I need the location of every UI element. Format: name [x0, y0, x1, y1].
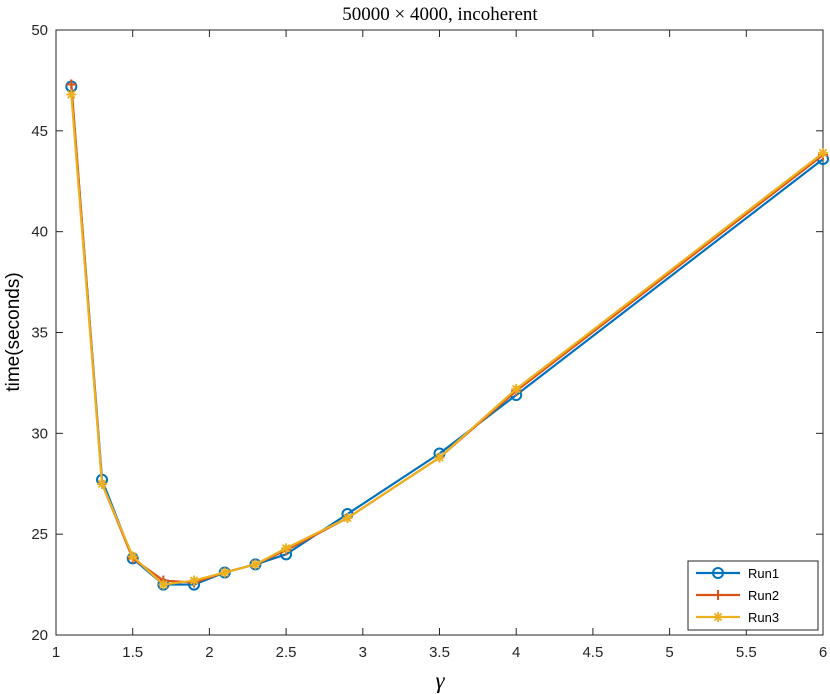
- y-tick-label: 20: [31, 627, 48, 644]
- data-point: [818, 148, 828, 159]
- data-point: [250, 559, 261, 570]
- x-tick-label: 1.5: [122, 644, 143, 661]
- legend-marker: [713, 612, 723, 622]
- data-point: [342, 513, 353, 524]
- series-layer: [65, 79, 829, 591]
- y-axis-label: time(seconds): [3, 272, 24, 391]
- legend: Run1 Run2 Run3: [687, 560, 819, 631]
- data-point: [219, 567, 230, 578]
- y-tick-label: 50: [31, 22, 48, 39]
- x-tick-label: 2: [205, 644, 213, 661]
- x-tick-label: 5.5: [736, 644, 757, 661]
- x-tick-label: 3.5: [429, 644, 450, 661]
- series-line: [70, 94, 824, 586]
- x-tick-label: 1: [52, 644, 60, 661]
- x-tick-label: 2.5: [276, 644, 297, 661]
- x-axis-label: γ: [435, 668, 445, 693]
- data-point: [281, 543, 292, 554]
- y-tick-label: 30: [31, 425, 48, 442]
- data-point: [434, 452, 445, 463]
- legend-label: Run2: [748, 588, 779, 603]
- x-tick-label: 4.5: [582, 644, 603, 661]
- data-point: [66, 89, 77, 100]
- legend-item-run1: Run1: [696, 566, 779, 581]
- legend-marker: [713, 590, 723, 600]
- legend-label: Run1: [748, 566, 779, 581]
- data-point: [66, 79, 77, 90]
- plot-area: [55, 29, 824, 636]
- data-point: [158, 579, 169, 590]
- y-tick-label: 40: [31, 224, 48, 241]
- legend-label: Run3: [748, 610, 779, 625]
- data-point: [127, 551, 138, 562]
- data-point: [97, 478, 108, 489]
- x-tick-label: 5: [665, 644, 673, 661]
- y-tick-label: 45: [31, 123, 48, 140]
- x-tick-label: 4: [512, 644, 520, 661]
- x-tick-label: 3: [359, 644, 367, 661]
- legend-item-run3: Run3: [696, 610, 779, 625]
- data-point: [511, 383, 522, 394]
- legend-marker: [712, 567, 724, 579]
- chart-title: 50000 × 4000, incoherent: [342, 4, 538, 25]
- series-run3: [66, 89, 828, 590]
- y-tick-label: 25: [31, 526, 48, 543]
- x-axis: 1 1.5 2 2.5 3 3.5 4 4.5 5 5.5 6: [52, 30, 827, 661]
- y-axis: 20 25 30 35 40 45 50: [31, 22, 823, 644]
- x-tick-label: 6: [819, 644, 827, 661]
- y-tick-label: 35: [31, 325, 48, 342]
- legend-item-run2: Run2: [696, 588, 779, 603]
- data-point: [189, 575, 200, 586]
